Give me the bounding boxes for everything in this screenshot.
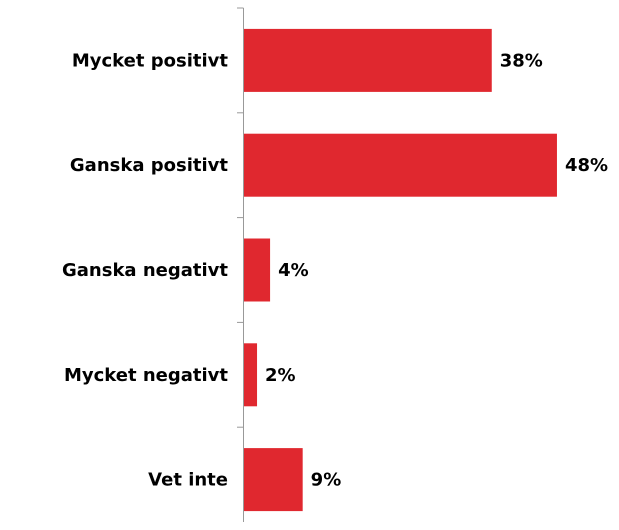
bar xyxy=(244,28,492,92)
bar xyxy=(244,238,271,302)
value-label: 2% xyxy=(265,365,296,386)
category-label: Ganska positivt xyxy=(70,155,228,176)
category-label: Vet inte xyxy=(148,470,228,491)
category-label: Mycket positivt xyxy=(72,50,229,71)
bar xyxy=(244,133,557,197)
value-label: 48% xyxy=(565,155,608,176)
category-label: Mycket negativt xyxy=(64,365,228,386)
value-label: 9% xyxy=(311,470,342,491)
value-label: 4% xyxy=(278,260,309,281)
bar xyxy=(244,343,258,407)
value-label: 38% xyxy=(500,50,543,71)
bar xyxy=(244,448,303,512)
category-label: Ganska negativt xyxy=(62,260,228,281)
